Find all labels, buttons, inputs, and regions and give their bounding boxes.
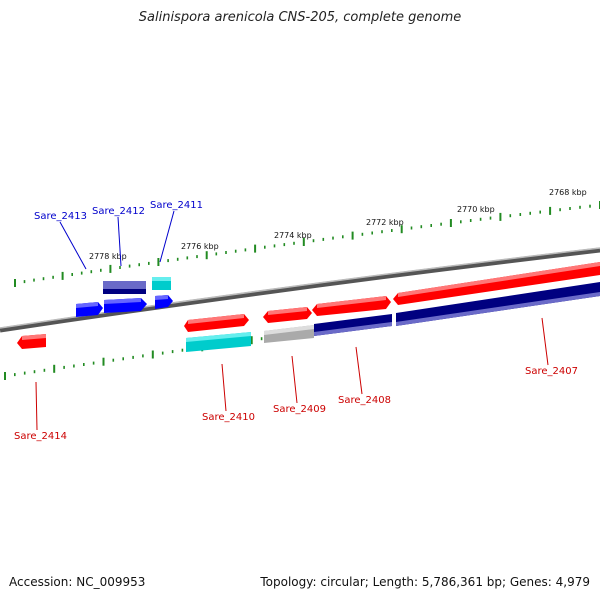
leader-sare-2413 xyxy=(59,221,87,270)
gene-sare-2409-top[interactable] xyxy=(263,307,312,323)
gene-sare-2413[interactable] xyxy=(76,302,103,317)
label-sare-2409[interactable]: Sare_2409 xyxy=(273,404,326,415)
gene-sare-2409-pseudo[interactable] xyxy=(264,325,314,343)
label-sare-2414[interactable]: Sare_2414 xyxy=(14,431,67,442)
leader-sare-2410 xyxy=(221,363,227,412)
label-sare-2410[interactable]: Sare_2410 xyxy=(202,412,255,423)
kbp-label-2778: 2778 kbp xyxy=(89,252,127,261)
gene-sare-2407-bottom[interactable] xyxy=(396,282,600,326)
label-sare-2412[interactable]: Sare_2412 xyxy=(92,206,145,217)
map-title: Salinispora arenicola CNS-205, complete … xyxy=(138,10,462,25)
leader-sare-2414 xyxy=(35,381,38,431)
gene-sare-2412[interactable] xyxy=(103,281,146,294)
label-sare-2408[interactable]: Sare_2408 xyxy=(338,395,391,406)
label-sare-2411[interactable]: Sare_2411 xyxy=(150,200,203,211)
leader-sare-2412 xyxy=(117,216,122,267)
gene-sare-2410-top[interactable] xyxy=(184,314,249,332)
leader-sare-2411 xyxy=(159,210,175,263)
gene-sare-2408-top[interactable] xyxy=(312,296,391,316)
genome-backbone xyxy=(0,247,600,333)
gene-sare-2411[interactable] xyxy=(155,295,173,309)
kbp-label-2768: 2768 kbp xyxy=(549,188,587,197)
genome-summary-text: Topology: circular; Length: 5,786,361 bp… xyxy=(260,575,590,589)
accession-text: Accession: NC_009953 xyxy=(9,575,146,589)
kbp-label-2770: 2770 kbp xyxy=(457,205,495,214)
kbp-label-2776: 2776 kbp xyxy=(181,242,219,251)
kbp-label-2772: 2772 kbp xyxy=(366,218,404,227)
label-sare-2413[interactable]: Sare_2413 xyxy=(34,211,87,222)
gene-sare-2408-bottom[interactable] xyxy=(314,314,392,336)
gene-sare-2412-lower[interactable] xyxy=(104,298,147,313)
leader-sare-2408 xyxy=(355,346,363,395)
gene-sare-2411-rna[interactable] xyxy=(152,277,171,290)
label-sare-2407[interactable]: Sare_2407 xyxy=(525,366,578,377)
gene-sare-2407-top[interactable] xyxy=(393,262,600,305)
leader-sare-2407 xyxy=(541,317,549,366)
gene-sare-2410-rna[interactable] xyxy=(186,332,251,352)
outer-tick-row xyxy=(14,201,600,287)
kbp-label-2774: 2774 kbp xyxy=(274,231,312,240)
gene-sare-2414[interactable] xyxy=(17,334,46,349)
leader-sare-2409 xyxy=(291,355,298,404)
